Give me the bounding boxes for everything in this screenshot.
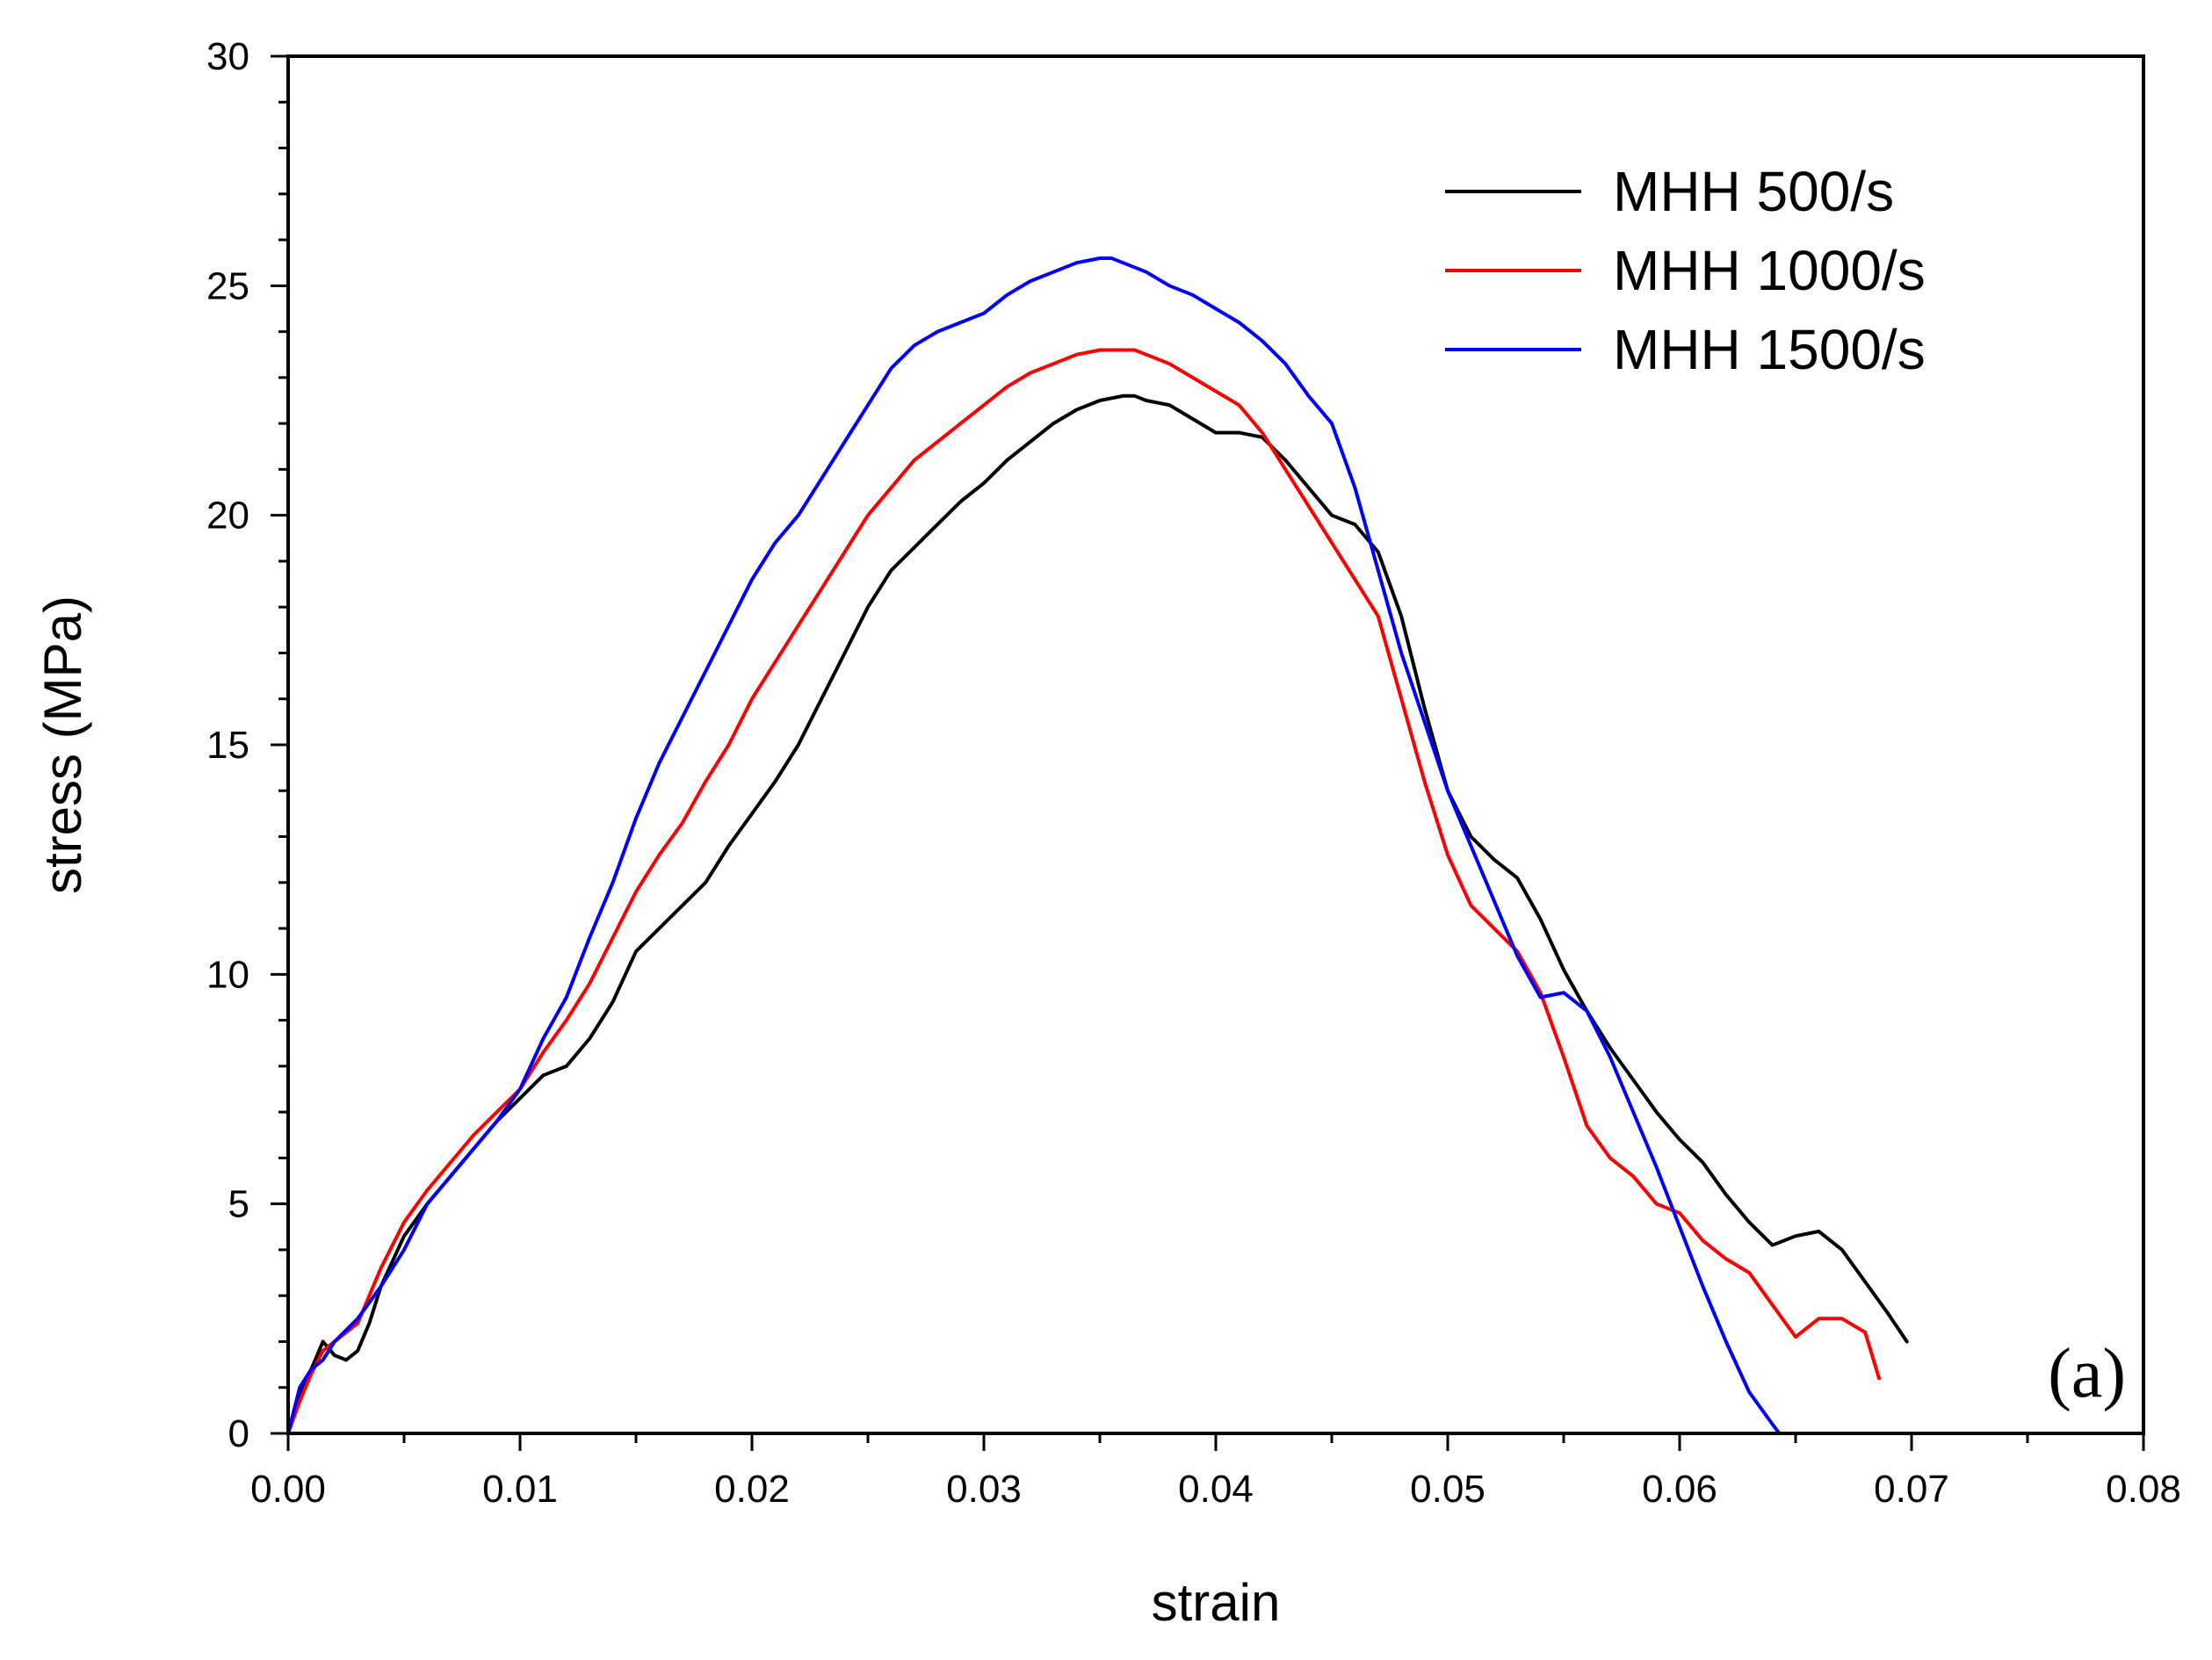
x-tick-label: 0.05 (1410, 1468, 1486, 1511)
legend: MHH 500/s MHH 1000/s MHH 1500/s (1445, 160, 1926, 381)
x-tick-label: 0.07 (1874, 1468, 1949, 1511)
y-tick-label: 5 (228, 1183, 249, 1226)
x-tick-label: 0.06 (1642, 1468, 1717, 1511)
y-tick-label: 10 (206, 953, 249, 996)
x-tick-label: 0.01 (482, 1468, 558, 1511)
x-axis-title: strain (1152, 1573, 1281, 1632)
x-tick-label: 0.02 (714, 1468, 790, 1511)
x-tick-label: 0.03 (946, 1468, 1022, 1511)
y-tick-label: 30 (206, 35, 249, 78)
ticks-layer: 0.00 0.01 0.02 0.03 0.04 0.05 0.06 0.07 0.08 0 5 10… (206, 35, 2181, 1511)
y-tick-label: 15 (206, 724, 249, 767)
legend-label: MHH 500/s (1613, 160, 1894, 223)
series-line-3 (286, 256, 1782, 1435)
x-tick-label: 0.04 (1178, 1468, 1254, 1511)
series-layer (286, 256, 1909, 1435)
y-axis-title: stress (MPa) (33, 595, 92, 894)
y-tick-label: 0 (228, 1412, 249, 1455)
x-tick-label: 0.00 (250, 1468, 326, 1511)
y-tick-label: 20 (206, 494, 249, 538)
panel-label: (a) (2048, 1335, 2126, 1412)
legend-label: MHH 1500/s (1613, 318, 1926, 381)
x-tick-label: 0.08 (2106, 1468, 2181, 1511)
legend-label: MHH 1000/s (1613, 239, 1926, 302)
y-tick-label: 25 (206, 264, 249, 307)
